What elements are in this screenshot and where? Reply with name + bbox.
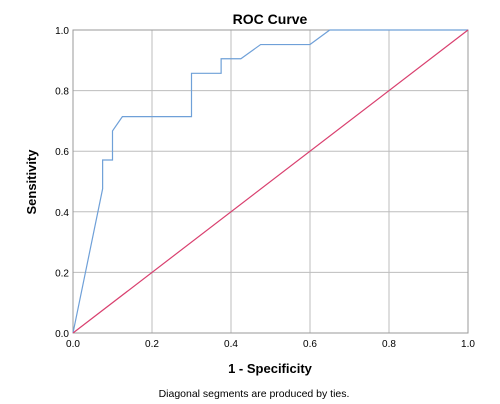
x-tick-label: 1.0: [461, 339, 475, 350]
plot-frame: [72, 29, 469, 334]
roc-curve-line: [72, 29, 468, 334]
y-tick-label: 0.8: [55, 87, 69, 98]
x-tick-label: 0.4: [224, 339, 238, 350]
series-layer: [72, 29, 469, 334]
x-tick-labels: 0.0 0.2 0.4 0.6 0.8 1.0: [66, 339, 475, 350]
y-tick-label: 0.0: [55, 329, 69, 340]
reference-diagonal-line: [72, 29, 469, 334]
x-tick-label: 0.6: [303, 339, 317, 350]
y-tick-label: 0.6: [55, 147, 69, 158]
x-tick-label: 0.8: [382, 339, 396, 350]
y-tick-label: 0.4: [55, 208, 69, 219]
y-tick-labels: 0.0 0.2 0.4 0.6 0.8 1.0: [55, 26, 69, 340]
x-axis-label: 1 - Specificity: [228, 361, 313, 376]
y-tick-label: 0.2: [55, 268, 69, 279]
x-tick-label: 0.2: [145, 339, 159, 350]
x-tick-label: 0.0: [66, 339, 80, 350]
chart-footnote: Diagonal segments are produced by ties.: [159, 388, 350, 400]
chart-title: ROC Curve: [233, 11, 308, 27]
y-axis-label: Sensitivity: [24, 149, 39, 215]
y-tick-label: 1.0: [55, 26, 69, 37]
